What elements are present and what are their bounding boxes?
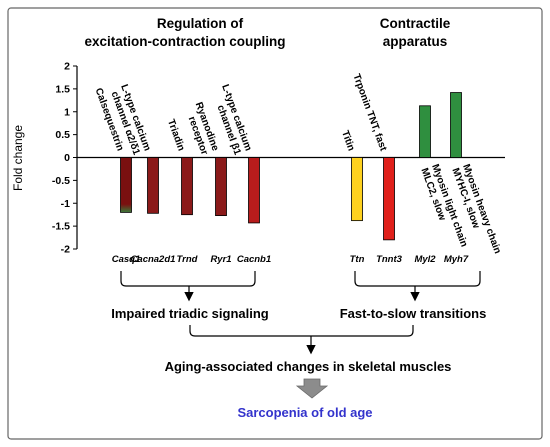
y-tick-label: -0.5 (52, 175, 70, 187)
aging-changes-label: Aging-associated changes in skeletal mus… (165, 359, 452, 374)
bar-cacna2d1 (147, 157, 159, 214)
gene-label-ttn: Ttn (350, 254, 365, 265)
gray-down-arrow (295, 378, 329, 399)
gene-label-myl2: Myl2 (414, 254, 436, 265)
protein-label-ttn: Titin (339, 129, 356, 152)
sarcopenia-label: Sarcopenia of old age (237, 405, 372, 420)
gene-label-casq1: Casq1 (112, 254, 141, 265)
protein-label-tnnt3: Trponin TNT, fast (350, 73, 388, 154)
protein-label-trnd: Triadin (165, 118, 187, 153)
gene-label-trnd: Trnd (177, 254, 198, 265)
bar-tnnt3 (383, 157, 395, 241)
gene-label-ryr1: Ryr1 (210, 254, 231, 265)
bar-casq1 (120, 157, 132, 213)
y-tick-label: -1.5 (52, 221, 70, 233)
right-bracket (354, 271, 481, 287)
bar-ttn (351, 157, 363, 222)
chart-bars (120, 92, 462, 241)
y-tick-label: 1 (64, 106, 70, 118)
y-tick-label: -2 (61, 244, 70, 256)
figure-frame (7, 7, 543, 440)
y-tick-label: 2 (64, 61, 70, 73)
right-group-label: Fast-to-slow transitions (340, 306, 487, 321)
bar-trnd (181, 157, 193, 216)
y-tick-label: 1.5 (55, 83, 70, 95)
header-left-line1: Regulation of (157, 16, 244, 31)
bar-myl2 (419, 105, 431, 158)
protein-label-ryr1: Ryanodinereceptor (182, 101, 221, 157)
left-bracket (120, 271, 256, 287)
header-left-line2: excitation-contraction coupling (84, 34, 285, 49)
bar-myh7 (450, 92, 462, 158)
gene-label-cacnb1: Cacnb1 (237, 254, 271, 265)
y-axis-label: Fold change (11, 125, 25, 191)
flow-diagram: Impaired triadic signaling Fast-to-slow … (111, 271, 486, 420)
gene-label-tnnt3: Tnnt3 (376, 254, 403, 265)
left-group-label: Impaired triadic signaling (111, 306, 269, 321)
gene-label-myh7: Myh7 (444, 254, 469, 265)
header-right-line2: apparatus (383, 34, 448, 49)
y-tick-label: 0.5 (55, 129, 70, 141)
bar-ryr1 (215, 157, 227, 217)
header-right-line1: Contractile (380, 16, 451, 31)
gene-label-cacna2d1: Cacna2d1 (131, 254, 176, 265)
bar-cacnb1 (248, 157, 260, 224)
merge-connector (189, 325, 414, 337)
y-tick-label: -1 (61, 198, 70, 210)
y-tick-label: 0 (64, 152, 70, 164)
